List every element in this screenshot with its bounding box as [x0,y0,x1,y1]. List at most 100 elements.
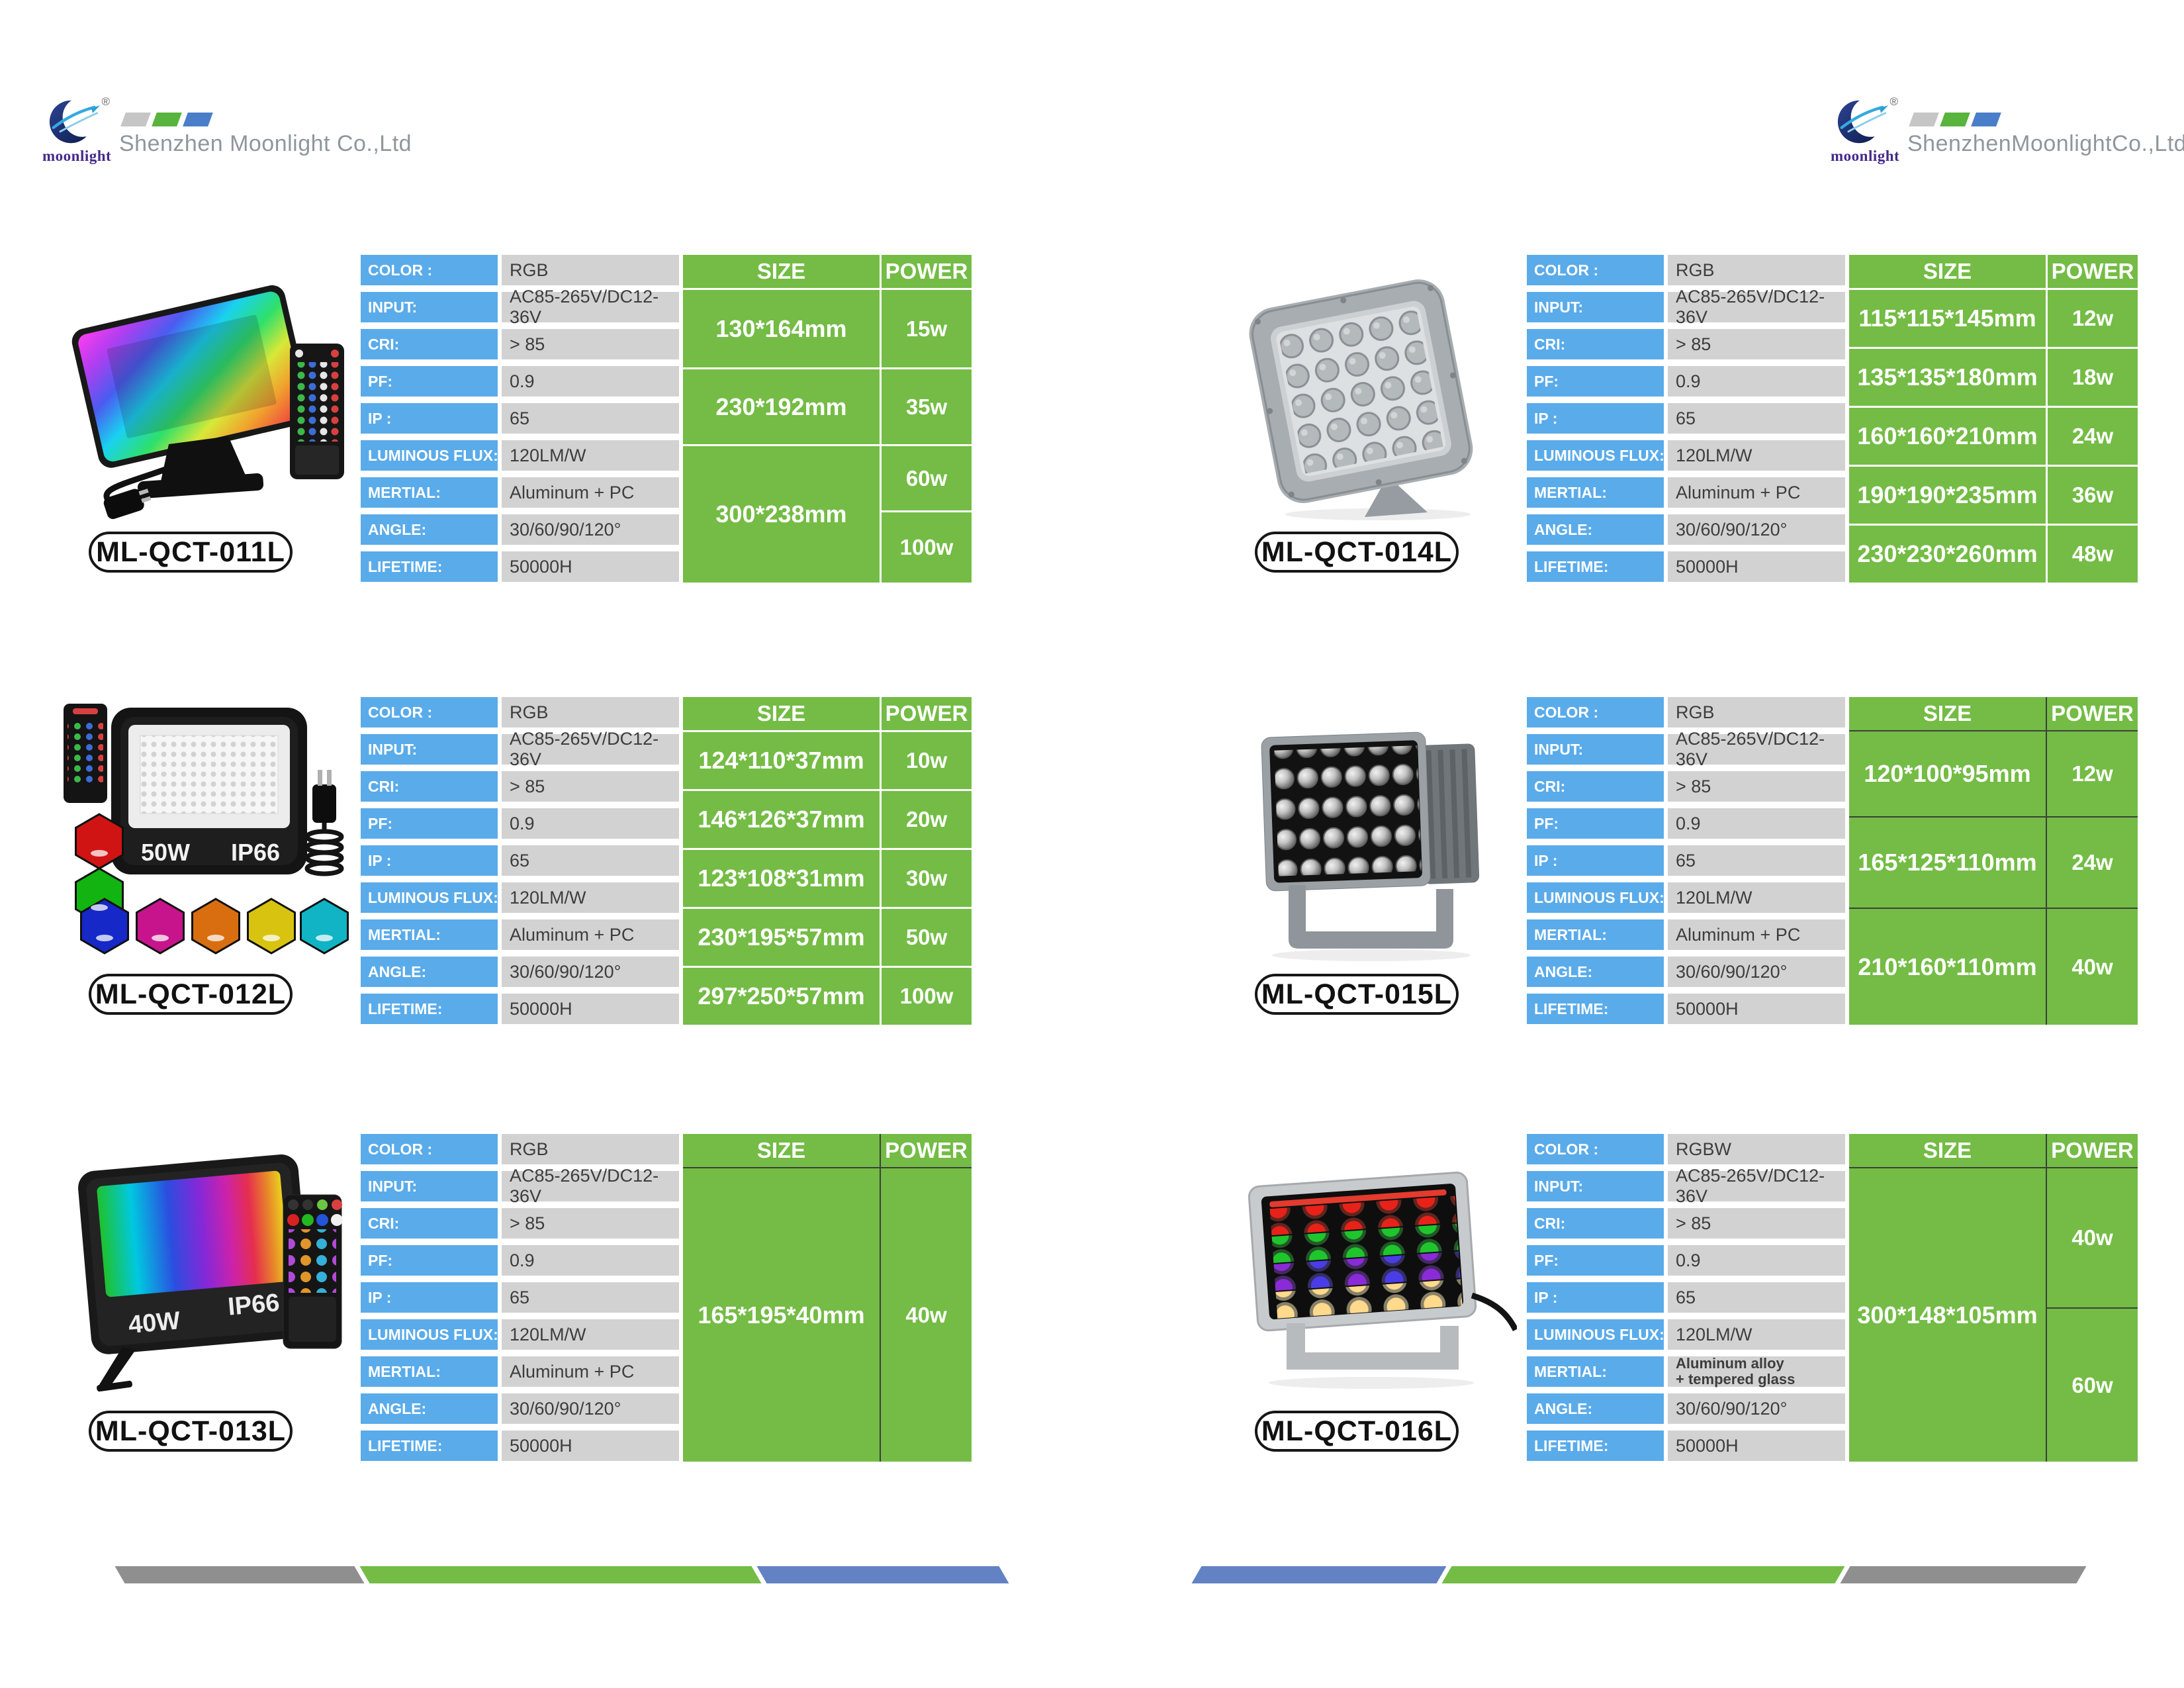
ip-rating-label: IP66 [231,839,280,866]
size-power-table: SIZE POWER 165*195*40mm 40w [683,1134,972,1462]
spec-row: CRI: > 85 [361,329,679,359]
spec-label: LIFETIME: [1527,994,1664,1024]
spec-value: 0.9 [502,808,679,839]
spec-label: LUMINOUS FLUX: [361,882,498,913]
spec-value: 0.9 [502,366,679,397]
spec-value: AC85-265V/DC12-36V [1668,729,1845,769]
projector-body [1261,731,1480,892]
spec-value: 30/60/90/120° [502,1393,679,1424]
spec-label: IP : [1527,845,1664,876]
size-cell: 190*190*235mm [1849,465,2046,524]
spec-label: IP : [361,845,498,876]
spec-value: 50000H [502,1430,679,1461]
spec-row: IP :65 [1527,403,1845,434]
registered-mark: ® [1889,95,1898,108]
spec-label: COLOR : [361,697,498,727]
power-column-header: POWER [2046,697,2138,730]
spec-label: MERTIAL: [1527,919,1664,950]
spec-value: AC85-265V/DC12-36V [502,729,679,769]
power-column-header: POWER [2046,1134,2138,1167]
spec-value: > 85 [502,329,679,359]
power-cell: 100w [880,966,972,1025]
spec-value: AC85-265V/DC12-36V [1668,1166,1845,1206]
spec-label: ANGLE: [1527,1393,1664,1424]
size-cell: 210*160*110mm [1849,908,2046,1025]
spec-value: > 85 [1668,771,1845,802]
registered-mark: ® [101,95,110,108]
size-cell: 230*230*260mm [1849,524,2046,583]
rgb-flood-light-illustration: 40W IP66 [78,1154,343,1392]
product-card: ML-QCT-014L COLOR : RGB INPUT: AC85-265V/DC… [1226,255,2139,589]
spec-row: LIFETIME: 50000H [1527,1430,1845,1461]
spec-label: INPUT: [361,1171,498,1201]
hexagon-glows [91,850,333,941]
product-model: ML-QCT-015L [1261,978,1453,1010]
spec-label: IP : [361,403,498,434]
power-cell: 12w [2046,730,2138,816]
spec-value: 65 [1668,403,1845,434]
spec-row: INPUT: AC85-265V/DC12-36V [1527,287,1845,327]
spec-label: INPUT: [1527,734,1664,765]
product-photo [1226,700,1517,964]
spec-row: CRI: > 85 [361,771,679,802]
spec-label: PF: [361,1245,498,1276]
spec-label: LIFETIME: [361,1430,498,1461]
flood-light-body [1248,1171,1477,1332]
power-plug-icon [103,489,152,520]
product-card: 40W IP66 ML-QCT-013L COLOR : RGB INPUT: AC8… [60,1134,973,1468]
spec-row: COLOR : RGB [1527,697,1845,727]
product-model: ML-QCT-014L [1261,536,1453,568]
spec-label: IP : [1527,403,1664,434]
spec-row: PF: 0.9 [361,366,679,397]
spec-label: PF: [1527,366,1664,397]
projector-body [1249,279,1473,504]
spec-table: COLOR : RGB INPUT: AC85-265V/DC12-36V CRI: > … [361,697,679,1024]
spec-value: 120LM/W [1668,882,1845,913]
spec-value: AC85-265V/DC12-36V [1668,287,1845,327]
spec-label: MERTIAL: [361,477,498,508]
screws [1254,285,1467,498]
spec-row: IP :65 [361,845,679,876]
spec-value: Aluminum alloy + tempered glass [1668,1356,1845,1387]
spec-row: MERTIAL: Aluminum + PC [361,919,679,950]
product-photo: 50W IP66 [60,700,351,964]
spec-label: LIFETIME: [361,994,498,1024]
spec-row: COLOR : RGB [361,697,679,727]
spec-row: LUMINOUS FLUX: 120LM/W [1527,440,1845,471]
spec-value: > 85 [1668,329,1845,359]
product-model-badge: ML-QCT-013L [89,1411,293,1452]
size-power-table: SIZE POWER 300*148*105mm 40w 60w [1849,1134,2138,1462]
spec-row: LUMINOUS FLUX: 120LM/W [361,882,679,913]
spec-value: 30/60/90/120° [1668,957,1845,987]
spec-label: CRI: [1527,329,1664,359]
spec-value: 120LM/W [1668,1319,1845,1350]
spec-label: LUMINOUS FLUX: [1527,440,1664,471]
power-cell: 24w [2046,816,2138,908]
product-model: ML-QCT-011L [96,536,285,568]
spec-row: CRI: > 85 [1527,1208,1845,1239]
remote-control-icon [283,1194,343,1349]
spec-row: ANGLE: 30/60/90/120° [1527,514,1845,545]
spec-value: RGB [1668,255,1845,285]
product-photo: 40W IP66 [60,1137,351,1401]
spec-label: CRI: [361,1208,498,1239]
spec-row: INPUT: AC85-265V/DC12-36V [361,1166,679,1206]
product-photo [60,258,351,522]
spec-value: 30/60/90/120° [502,957,679,987]
wattage-label: 50W [141,839,190,866]
logo-color-bars-icon [1909,113,2184,126]
spec-label: INPUT: [1527,292,1664,322]
spec-row: INPUT: AC85-265V/DC12-36V [1527,1166,1845,1206]
spec-row: COLOR : RGB [361,1134,679,1164]
bar-segment-gray [114,1566,365,1583]
spec-value: 120LM/W [1668,440,1845,471]
spec-label: PF: [361,808,498,839]
power-cell: 60w [880,444,972,510]
spec-row: LIFETIME: 50000H [1527,551,1845,582]
spec-value: 65 [1668,845,1845,876]
spec-label: MERTIAL: [1527,477,1664,508]
spec-row: INPUT: AC85-265V/DC12-36V [361,287,679,327]
red-light-bar [1269,1189,1447,1207]
flood-light-body: 50W IP66 [111,708,307,874]
spec-value: 30/60/90/120° [1668,514,1845,545]
